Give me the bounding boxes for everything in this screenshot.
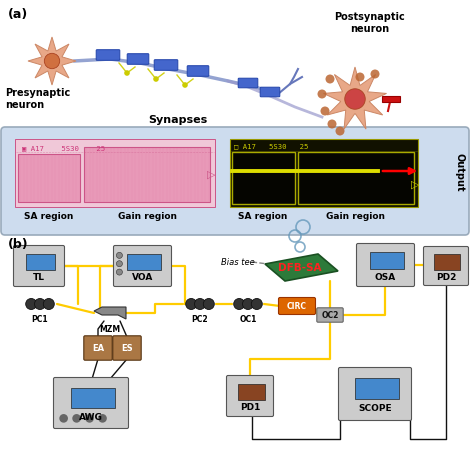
Text: EA: EA — [92, 344, 104, 353]
FancyBboxPatch shape — [113, 336, 141, 360]
Text: PC1: PC1 — [32, 315, 48, 324]
Circle shape — [45, 54, 60, 69]
Circle shape — [117, 269, 122, 275]
Text: □ A17   5S30   25: □ A17 5S30 25 — [234, 143, 309, 149]
Circle shape — [328, 120, 337, 129]
Text: Synapses: Synapses — [148, 115, 208, 125]
Circle shape — [203, 299, 214, 310]
FancyBboxPatch shape — [356, 244, 414, 287]
FancyBboxPatch shape — [154, 61, 178, 71]
Circle shape — [194, 299, 206, 310]
FancyBboxPatch shape — [96, 50, 120, 61]
Circle shape — [318, 90, 327, 99]
Circle shape — [117, 261, 122, 267]
Circle shape — [98, 414, 107, 423]
Bar — [71, 388, 116, 408]
FancyBboxPatch shape — [298, 153, 414, 205]
FancyBboxPatch shape — [1, 128, 469, 236]
Text: ▣ A17    5S30    25: ▣ A17 5S30 25 — [22, 144, 105, 150]
FancyBboxPatch shape — [238, 79, 258, 88]
Circle shape — [345, 89, 365, 110]
Circle shape — [26, 299, 36, 310]
Circle shape — [43, 299, 55, 310]
FancyBboxPatch shape — [84, 148, 210, 202]
Text: ▷: ▷ — [411, 180, 419, 189]
Circle shape — [117, 253, 122, 259]
Bar — [382, 97, 400, 103]
Circle shape — [251, 299, 262, 310]
Text: OC1: OC1 — [239, 315, 257, 324]
Text: OC2: OC2 — [321, 311, 339, 320]
FancyBboxPatch shape — [232, 153, 295, 205]
FancyBboxPatch shape — [317, 308, 343, 323]
Bar — [26, 254, 55, 270]
Text: PD1: PD1 — [240, 402, 260, 411]
Circle shape — [326, 75, 335, 84]
Circle shape — [243, 299, 254, 310]
Circle shape — [72, 414, 81, 423]
Polygon shape — [28, 38, 76, 86]
FancyBboxPatch shape — [127, 55, 149, 65]
Circle shape — [153, 77, 159, 82]
Circle shape — [320, 107, 329, 116]
FancyBboxPatch shape — [113, 246, 172, 287]
FancyBboxPatch shape — [15, 140, 215, 207]
Text: DFB-SA: DFB-SA — [278, 263, 322, 272]
Bar — [237, 384, 265, 400]
Text: CIRC: CIRC — [287, 302, 307, 311]
Text: (a): (a) — [8, 8, 28, 21]
FancyBboxPatch shape — [227, 375, 273, 417]
Circle shape — [35, 299, 46, 310]
FancyBboxPatch shape — [260, 88, 280, 98]
Bar — [356, 378, 399, 399]
Text: OSA: OSA — [375, 272, 396, 281]
FancyBboxPatch shape — [423, 247, 468, 286]
FancyBboxPatch shape — [187, 67, 209, 77]
Bar — [370, 253, 404, 269]
FancyBboxPatch shape — [18, 155, 80, 202]
Circle shape — [234, 299, 245, 310]
Text: SA region: SA region — [24, 212, 73, 220]
Text: SCOPE: SCOPE — [358, 404, 392, 413]
FancyBboxPatch shape — [279, 298, 316, 315]
FancyBboxPatch shape — [13, 246, 64, 287]
Text: PC2: PC2 — [191, 315, 208, 324]
Text: (b): (b) — [8, 238, 28, 250]
FancyBboxPatch shape — [54, 378, 128, 429]
Text: Output: Output — [455, 152, 465, 191]
Bar — [127, 254, 161, 270]
Text: Presynaptic
neuron: Presynaptic neuron — [5, 88, 70, 109]
Text: AWG: AWG — [79, 412, 103, 421]
Circle shape — [59, 414, 68, 423]
Polygon shape — [265, 255, 338, 282]
Bar — [434, 255, 460, 270]
Circle shape — [371, 70, 380, 79]
Circle shape — [356, 73, 365, 82]
FancyBboxPatch shape — [84, 336, 112, 360]
Polygon shape — [323, 68, 386, 130]
Circle shape — [182, 83, 188, 88]
Text: VOA: VOA — [132, 273, 153, 282]
Circle shape — [186, 299, 197, 310]
Text: PD2: PD2 — [436, 272, 456, 281]
Text: Bias tee: Bias tee — [221, 257, 255, 266]
Text: ▷: ▷ — [207, 169, 216, 180]
Circle shape — [124, 71, 130, 77]
Text: SA region: SA region — [238, 212, 288, 220]
Text: Gain region: Gain region — [118, 212, 176, 220]
Polygon shape — [94, 307, 126, 319]
FancyBboxPatch shape — [230, 140, 418, 207]
Text: TL: TL — [33, 273, 45, 282]
Text: ES: ES — [121, 344, 133, 353]
Circle shape — [85, 414, 94, 423]
FancyBboxPatch shape — [338, 368, 411, 420]
Text: Gain region: Gain region — [327, 212, 385, 220]
Text: Postsynaptic
neuron: Postsynaptic neuron — [335, 12, 405, 33]
Text: MZM: MZM — [100, 324, 120, 333]
Circle shape — [336, 127, 345, 136]
